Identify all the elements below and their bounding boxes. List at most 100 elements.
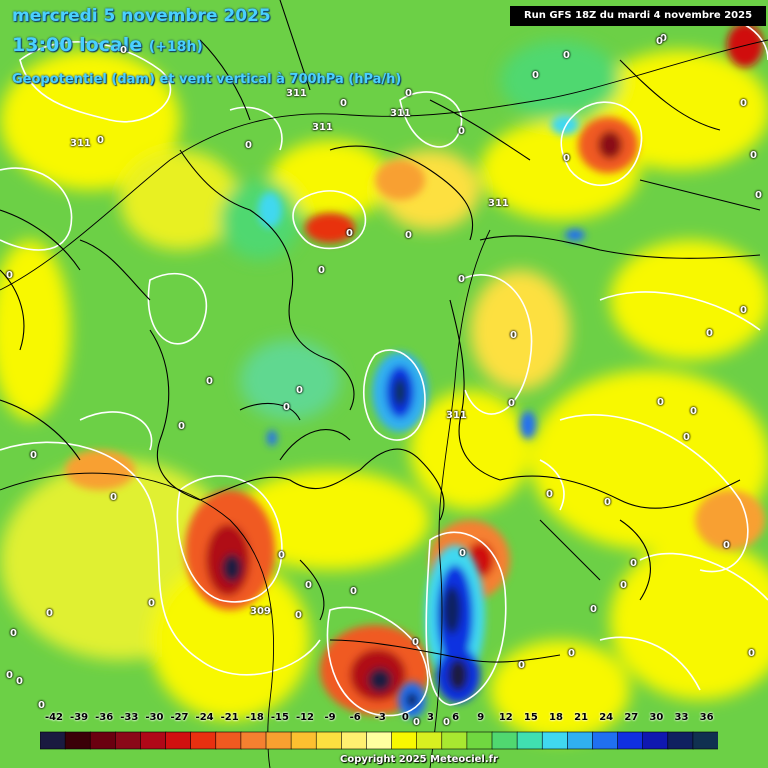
zero-contour-label: 0 xyxy=(178,421,185,432)
zero-contour-label: 0 xyxy=(740,305,747,316)
zero-contour-label: 0 xyxy=(723,540,730,551)
zero-contour-label: 0 xyxy=(318,265,325,276)
legend-tick-label: 30 xyxy=(649,712,664,723)
zero-contour-label: 0 xyxy=(120,45,127,56)
zero-contour-label: 0 xyxy=(656,36,663,47)
zero-contour-label: 0 xyxy=(278,550,285,561)
zero-contour-label: 0 xyxy=(305,580,312,591)
legend-tick-label: -15 xyxy=(270,712,289,723)
legend-swatch xyxy=(115,731,142,750)
legend-tick-label: -18 xyxy=(245,712,264,723)
zero-contour-label: 0 xyxy=(346,228,353,239)
legend-swatch xyxy=(541,731,569,750)
zero-contour-label: 0 xyxy=(296,385,303,396)
zero-contour-label: 0 xyxy=(690,406,697,417)
legend-tick-label: -36 xyxy=(95,712,114,723)
legend-tick-label: 33 xyxy=(674,712,689,723)
legend-tick-label: 9 xyxy=(477,712,485,723)
zero-contours xyxy=(0,16,768,717)
zero-contour-label: 0 xyxy=(405,230,412,241)
zero-contour-label: 0 xyxy=(683,432,690,443)
zero-contour-label: 0 xyxy=(657,397,664,408)
zero-contour-label: 0 xyxy=(532,70,539,81)
geopotential-label: 311 xyxy=(390,108,411,119)
geopotential-label: 311 xyxy=(286,88,307,99)
legend-swatch xyxy=(416,731,443,750)
zero-contour-label: 0 xyxy=(283,402,290,413)
legend-tick-label: 6 xyxy=(452,712,460,723)
forecast-offset: (+18h) xyxy=(148,39,203,55)
geopotential-label: 311 xyxy=(488,198,509,209)
legend-swatch xyxy=(265,731,292,750)
zero-contour-label: 0 xyxy=(412,637,419,648)
legend-tick-label: -33 xyxy=(120,712,139,723)
legend-tick-label: 18 xyxy=(549,712,563,723)
legend-swatch xyxy=(592,731,619,750)
legend-swatch xyxy=(64,731,92,750)
run-banner: Run GFS 18Z du mardi 4 novembre 2025 xyxy=(510,6,766,26)
zero-contour-label: 0 xyxy=(110,492,117,503)
zero-contour-label: 0 xyxy=(706,328,713,339)
zero-contour-label: 0 xyxy=(413,717,420,728)
geopotential-isolines xyxy=(0,39,768,768)
legend-swatch xyxy=(315,731,343,750)
zero-contour-label: 0 xyxy=(459,548,466,559)
zero-contour-label: 0 xyxy=(563,50,570,61)
zero-contour-label: 0 xyxy=(604,497,611,508)
zero-contour-label: 0 xyxy=(10,628,17,639)
legend-tick-label: -6 xyxy=(349,712,361,723)
legend-swatch xyxy=(516,731,544,750)
legend-tick-label: -30 xyxy=(145,712,164,723)
legend-swatch xyxy=(667,731,694,750)
zero-contour-label: 0 xyxy=(295,610,302,621)
zero-contour-label: 0 xyxy=(405,88,412,99)
date-title: mercredi 5 novembre 2025 xyxy=(12,6,271,26)
zero-contour-label: 0 xyxy=(16,676,23,687)
legend-tick-label: -24 xyxy=(195,712,214,723)
legend-swatch xyxy=(290,731,318,750)
legend-swatch xyxy=(215,731,242,750)
legend-swatch xyxy=(466,731,493,750)
zero-contour-label: 0 xyxy=(350,586,357,597)
time-title: 13:00 locale (+18h) xyxy=(12,34,203,56)
legend-tick-label: -12 xyxy=(295,712,315,723)
zero-contour-label: 0 xyxy=(206,376,213,387)
legend-swatch xyxy=(190,731,217,750)
zero-contour-label: 0 xyxy=(340,98,347,109)
geopotential-label: 311 xyxy=(70,138,91,149)
local-time: 13:00 locale xyxy=(12,34,143,56)
legend-tick-label: 0 xyxy=(401,712,409,723)
geopotential-label: 309 xyxy=(250,606,271,617)
zero-contour-label: 0 xyxy=(458,126,465,137)
zero-contour-label: 0 xyxy=(97,135,104,146)
coastlines xyxy=(0,0,761,663)
zero-contour-label: 0 xyxy=(590,604,597,615)
legend-swatch xyxy=(391,731,418,750)
zero-contour-label: 0 xyxy=(546,489,553,500)
legend-swatch xyxy=(441,731,468,750)
legend-tick-label: 36 xyxy=(699,712,714,723)
zero-contour-label: 0 xyxy=(6,670,13,681)
legend-swatch xyxy=(240,731,267,750)
zero-contour-label: 0 xyxy=(458,274,465,285)
color-legend xyxy=(40,731,718,750)
legend-tick-label: 12 xyxy=(498,712,513,723)
zero-contour-label: 0 xyxy=(443,717,450,728)
legend-swatch xyxy=(140,731,167,750)
legend-swatch xyxy=(491,731,518,750)
legend-swatch xyxy=(366,731,393,750)
legend-tick-label: -27 xyxy=(170,712,189,723)
legend-tick-label: -21 xyxy=(220,712,239,723)
zero-contour-label: 0 xyxy=(750,150,757,161)
legend-swatch xyxy=(40,731,66,750)
zero-contour-label: 0 xyxy=(518,660,525,671)
geopotential-label: 311 xyxy=(446,410,467,421)
zero-contour-label: 0 xyxy=(38,700,45,711)
zero-contour-label: 0 xyxy=(508,398,515,409)
legend-swatch xyxy=(567,731,594,750)
zero-contour-label: 0 xyxy=(660,33,667,44)
zero-contour-label: 0 xyxy=(755,190,762,201)
legend-swatch xyxy=(617,731,644,750)
